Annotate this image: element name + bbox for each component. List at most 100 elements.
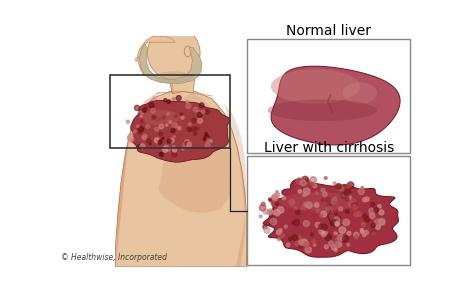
- Circle shape: [166, 147, 170, 152]
- Circle shape: [172, 123, 177, 128]
- Circle shape: [373, 208, 378, 212]
- Circle shape: [271, 196, 277, 201]
- Circle shape: [313, 202, 318, 207]
- Circle shape: [372, 222, 375, 225]
- Circle shape: [204, 133, 207, 136]
- Circle shape: [204, 110, 208, 113]
- Circle shape: [358, 188, 364, 194]
- Circle shape: [268, 198, 271, 201]
- Circle shape: [356, 212, 361, 216]
- Circle shape: [351, 202, 356, 208]
- Circle shape: [315, 209, 319, 213]
- Circle shape: [272, 215, 275, 219]
- Circle shape: [322, 192, 326, 197]
- Circle shape: [185, 103, 190, 109]
- Circle shape: [333, 232, 336, 235]
- Circle shape: [336, 216, 340, 220]
- Circle shape: [347, 201, 353, 207]
- Circle shape: [298, 236, 300, 238]
- Circle shape: [335, 242, 341, 248]
- Circle shape: [364, 216, 369, 222]
- Circle shape: [195, 127, 198, 130]
- Circle shape: [333, 217, 339, 223]
- Circle shape: [138, 131, 141, 134]
- Circle shape: [288, 237, 291, 241]
- Circle shape: [267, 209, 272, 214]
- Circle shape: [134, 105, 140, 110]
- Circle shape: [169, 138, 174, 143]
- Circle shape: [333, 248, 336, 251]
- Circle shape: [338, 207, 342, 211]
- Circle shape: [127, 136, 133, 141]
- Circle shape: [335, 223, 338, 226]
- Circle shape: [158, 140, 162, 144]
- Circle shape: [297, 241, 300, 244]
- Circle shape: [133, 130, 136, 133]
- Circle shape: [158, 132, 162, 136]
- Circle shape: [352, 205, 357, 209]
- Circle shape: [353, 232, 358, 237]
- Circle shape: [184, 140, 189, 145]
- Circle shape: [306, 203, 311, 208]
- Circle shape: [159, 152, 163, 157]
- Circle shape: [293, 207, 297, 210]
- Circle shape: [273, 213, 275, 216]
- Polygon shape: [130, 100, 230, 162]
- Circle shape: [336, 235, 343, 241]
- Circle shape: [302, 188, 309, 195]
- Polygon shape: [224, 104, 246, 267]
- Circle shape: [149, 143, 151, 145]
- Circle shape: [324, 245, 328, 249]
- Circle shape: [295, 210, 299, 214]
- Circle shape: [341, 236, 348, 242]
- Circle shape: [332, 182, 335, 185]
- Circle shape: [281, 196, 285, 200]
- Circle shape: [168, 121, 171, 123]
- Circle shape: [345, 194, 350, 200]
- Circle shape: [138, 127, 143, 132]
- Circle shape: [163, 99, 167, 102]
- Circle shape: [142, 135, 146, 140]
- Circle shape: [127, 135, 131, 139]
- Circle shape: [314, 222, 319, 227]
- Ellipse shape: [184, 46, 191, 57]
- Circle shape: [276, 230, 281, 235]
- Circle shape: [314, 191, 318, 195]
- Circle shape: [180, 116, 184, 119]
- Circle shape: [378, 219, 384, 225]
- Circle shape: [378, 210, 383, 215]
- Circle shape: [172, 152, 176, 157]
- Circle shape: [174, 115, 177, 118]
- Circle shape: [320, 188, 324, 192]
- Circle shape: [338, 227, 345, 233]
- Circle shape: [297, 190, 301, 193]
- Circle shape: [334, 212, 336, 215]
- Text: © Healthwise, Incorporated: © Healthwise, Incorporated: [61, 254, 166, 262]
- Ellipse shape: [140, 48, 146, 51]
- Polygon shape: [137, 36, 175, 76]
- Circle shape: [298, 239, 305, 245]
- Circle shape: [313, 244, 315, 246]
- Circle shape: [259, 215, 262, 218]
- Circle shape: [321, 231, 324, 234]
- Circle shape: [263, 227, 269, 233]
- Circle shape: [261, 202, 264, 206]
- Circle shape: [176, 96, 181, 100]
- Circle shape: [362, 214, 366, 218]
- Circle shape: [173, 136, 175, 138]
- Circle shape: [368, 208, 374, 214]
- Circle shape: [267, 210, 271, 214]
- Ellipse shape: [147, 26, 200, 80]
- Circle shape: [330, 220, 336, 226]
- Circle shape: [159, 153, 161, 155]
- Ellipse shape: [154, 71, 193, 84]
- Circle shape: [344, 197, 348, 201]
- Circle shape: [205, 109, 210, 114]
- Circle shape: [263, 209, 268, 214]
- Circle shape: [320, 211, 326, 217]
- Circle shape: [185, 142, 188, 145]
- Circle shape: [318, 224, 323, 229]
- Circle shape: [354, 235, 357, 237]
- Polygon shape: [115, 90, 246, 267]
- Circle shape: [334, 221, 339, 226]
